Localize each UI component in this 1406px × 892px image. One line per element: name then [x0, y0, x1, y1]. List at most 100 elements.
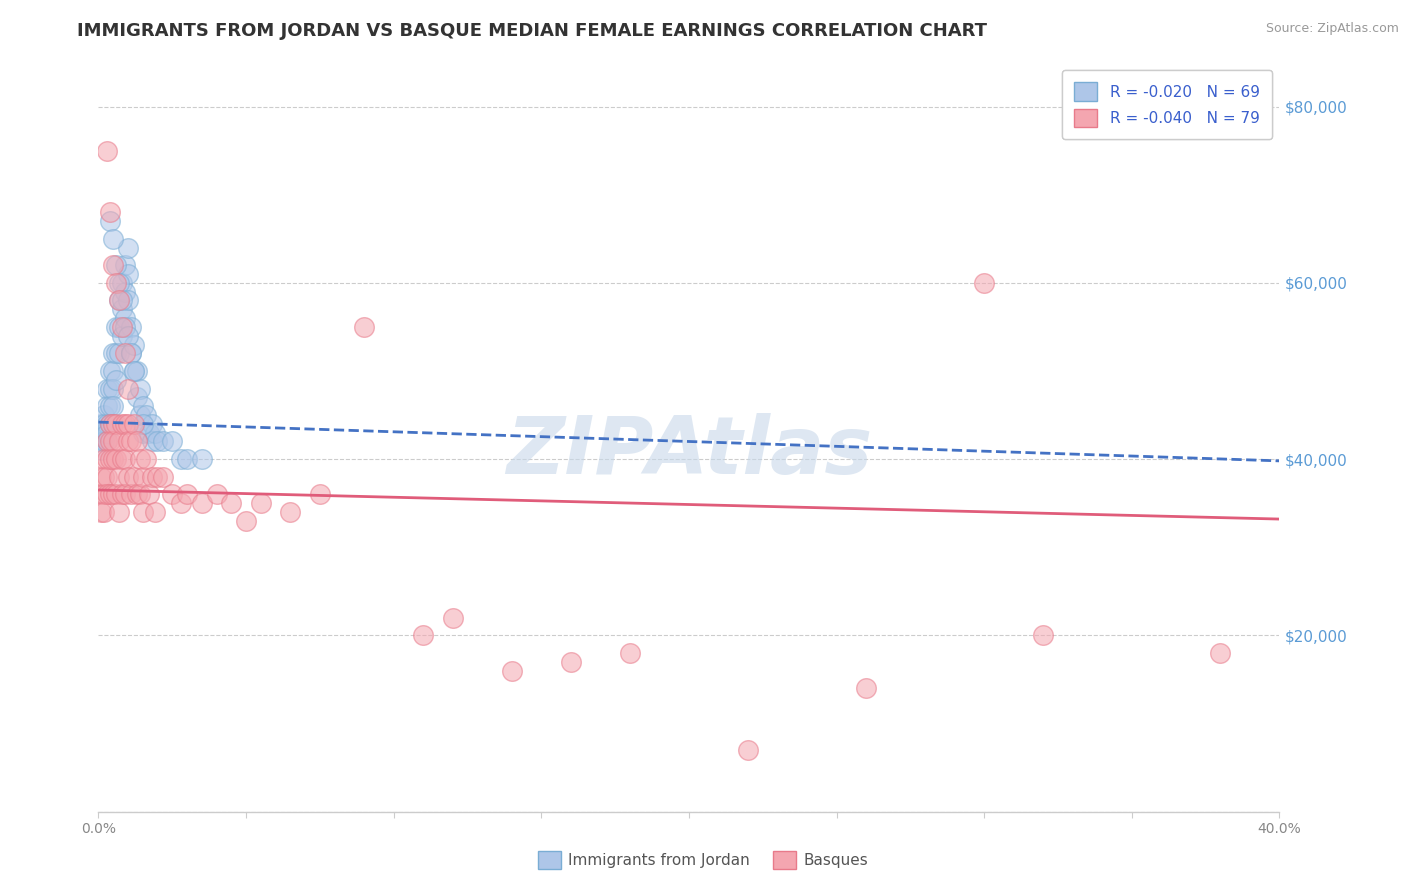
- Point: [114, 311, 136, 326]
- Point: [103, 434, 125, 449]
- Point: [120, 346, 142, 360]
- Point: [122, 417, 145, 431]
- Point: [122, 337, 145, 351]
- Point: [108, 346, 131, 360]
- Point: [98, 452, 121, 467]
- Point: [111, 293, 134, 308]
- Point: [170, 452, 193, 467]
- Point: [205, 487, 228, 501]
- Point: [114, 417, 136, 431]
- Point: [141, 417, 163, 431]
- Point: [111, 302, 134, 317]
- Point: [117, 469, 139, 483]
- Point: [117, 434, 139, 449]
- Point: [111, 319, 134, 334]
- Point: [108, 293, 131, 308]
- Point: [96, 425, 118, 440]
- Point: [96, 144, 118, 158]
- Point: [221, 496, 243, 510]
- Point: [152, 469, 174, 483]
- Point: [105, 319, 128, 334]
- Point: [108, 505, 131, 519]
- Point: [93, 425, 115, 440]
- Point: [103, 258, 125, 272]
- Point: [114, 487, 136, 501]
- Point: [93, 417, 115, 431]
- Point: [105, 373, 128, 387]
- Point: [90, 469, 112, 483]
- Point: [96, 452, 118, 467]
- Point: [146, 434, 169, 449]
- Point: [108, 293, 131, 308]
- Point: [1209, 646, 1232, 660]
- Point: [143, 505, 166, 519]
- Point: [90, 487, 112, 501]
- Point: [96, 382, 118, 396]
- Point: [117, 293, 139, 308]
- Point: [135, 408, 157, 422]
- Point: [138, 487, 160, 501]
- Point: [111, 276, 134, 290]
- Point: [737, 743, 759, 757]
- Point: [108, 469, 131, 483]
- Point: [412, 628, 434, 642]
- Point: [108, 319, 131, 334]
- Point: [114, 346, 136, 360]
- Point: [93, 434, 115, 449]
- Point: [141, 469, 163, 483]
- Point: [105, 276, 128, 290]
- Point: [170, 496, 193, 510]
- Point: [250, 496, 273, 510]
- Point: [125, 364, 148, 378]
- Point: [90, 430, 112, 444]
- Point: [90, 425, 112, 440]
- Point: [120, 346, 142, 360]
- Point: [132, 469, 155, 483]
- Point: [105, 258, 128, 272]
- Point: [90, 443, 112, 458]
- Point: [176, 487, 198, 501]
- Point: [501, 664, 523, 678]
- Point: [111, 487, 134, 501]
- Point: [103, 399, 125, 413]
- Point: [162, 434, 183, 449]
- Point: [103, 346, 125, 360]
- Point: [108, 434, 131, 449]
- Point: [128, 408, 150, 422]
- Point: [103, 382, 125, 396]
- Point: [114, 452, 136, 467]
- Point: [125, 434, 148, 449]
- Point: [114, 285, 136, 299]
- Point: [114, 319, 136, 334]
- Point: [98, 382, 121, 396]
- Point: [122, 364, 145, 378]
- Point: [108, 276, 131, 290]
- Point: [114, 258, 136, 272]
- Point: [120, 487, 142, 501]
- Point: [1032, 628, 1054, 642]
- Point: [143, 425, 166, 440]
- Point: [96, 469, 118, 483]
- Point: [132, 425, 155, 440]
- Point: [280, 505, 302, 519]
- Point: [619, 646, 641, 660]
- Point: [93, 505, 115, 519]
- Text: ZIPAtlas: ZIPAtlas: [506, 413, 872, 491]
- Point: [90, 505, 112, 519]
- Point: [111, 452, 134, 467]
- Point: [162, 487, 183, 501]
- Point: [105, 452, 128, 467]
- Point: [103, 487, 125, 501]
- Legend: Immigrants from Jordan, Basques: Immigrants from Jordan, Basques: [531, 845, 875, 875]
- Text: Source: ZipAtlas.com: Source: ZipAtlas.com: [1265, 22, 1399, 36]
- Point: [855, 681, 877, 696]
- Point: [141, 434, 163, 449]
- Point: [138, 425, 160, 440]
- Point: [117, 267, 139, 281]
- Point: [103, 232, 125, 246]
- Legend: R = -0.020   N = 69, R = -0.040   N = 79: R = -0.020 N = 69, R = -0.040 N = 79: [1063, 70, 1272, 139]
- Point: [103, 417, 125, 431]
- Point: [176, 452, 198, 467]
- Point: [105, 346, 128, 360]
- Point: [96, 399, 118, 413]
